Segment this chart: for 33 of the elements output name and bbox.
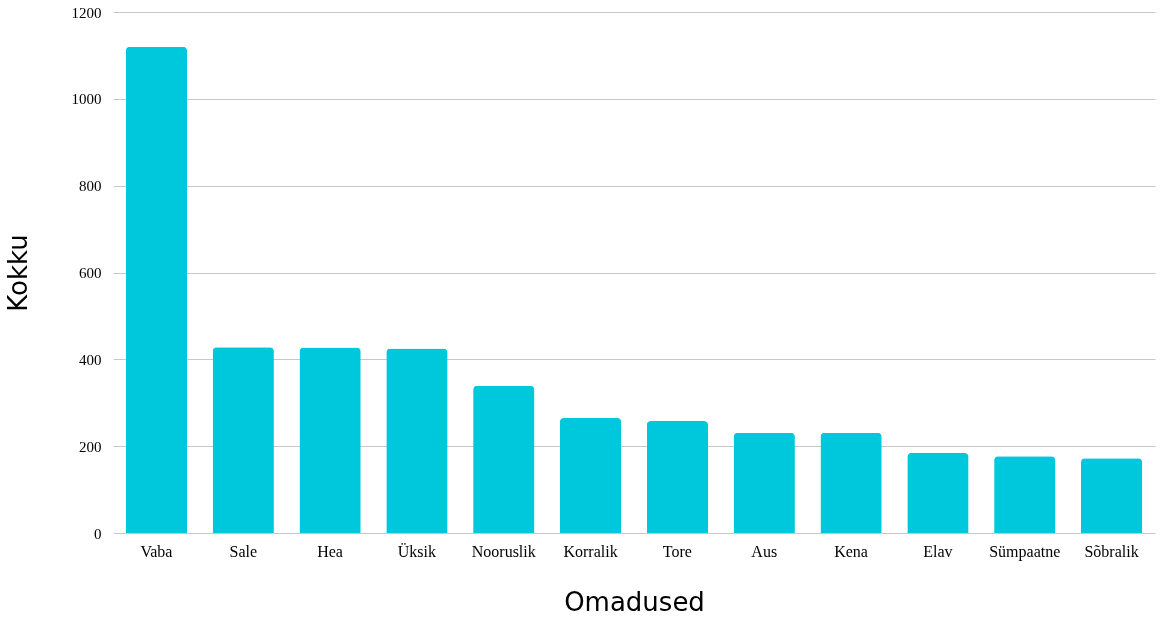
bar bbox=[820, 432, 882, 533]
bar bbox=[386, 348, 448, 533]
y-tick-label: 0 bbox=[94, 525, 102, 542]
bar bbox=[907, 453, 969, 533]
x-tick-label: Korralik bbox=[563, 542, 618, 560]
x-axis-title: Omadused bbox=[564, 586, 705, 617]
y-tick-label: 1200 bbox=[71, 4, 102, 21]
x-tick-label: Sõbralik bbox=[1084, 542, 1139, 560]
y-axis-title: Kokku bbox=[2, 234, 33, 312]
y-tick-label: 400 bbox=[79, 351, 102, 368]
y-tick-label: 1000 bbox=[71, 91, 102, 108]
x-tick-label: Vaba bbox=[140, 542, 173, 560]
bar bbox=[299, 347, 361, 533]
x-tick-label: Sümpaatne bbox=[989, 542, 1061, 561]
bar bbox=[733, 432, 795, 533]
x-tick-label: Aus bbox=[751, 542, 778, 560]
x-tick-label: Elav bbox=[923, 542, 953, 560]
x-tick-label: Hea bbox=[317, 542, 343, 560]
y-tick-label: 800 bbox=[79, 178, 102, 195]
x-tick-label: Kena bbox=[834, 542, 868, 560]
bar bbox=[559, 417, 622, 533]
x-tick-label: Tore bbox=[662, 542, 692, 560]
bar bbox=[125, 46, 188, 533]
bar bbox=[212, 347, 274, 533]
bar bbox=[1080, 458, 1143, 533]
bar bbox=[473, 385, 535, 533]
y-tick-label: 200 bbox=[79, 438, 102, 455]
y-tick-label: 600 bbox=[79, 265, 102, 281]
bar bbox=[994, 456, 1056, 533]
x-tick-label: Nooruslik bbox=[471, 542, 536, 560]
x-tick-label: Üksik bbox=[397, 542, 437, 560]
x-tick-label: Sale bbox=[229, 542, 258, 560]
bar bbox=[646, 420, 709, 533]
